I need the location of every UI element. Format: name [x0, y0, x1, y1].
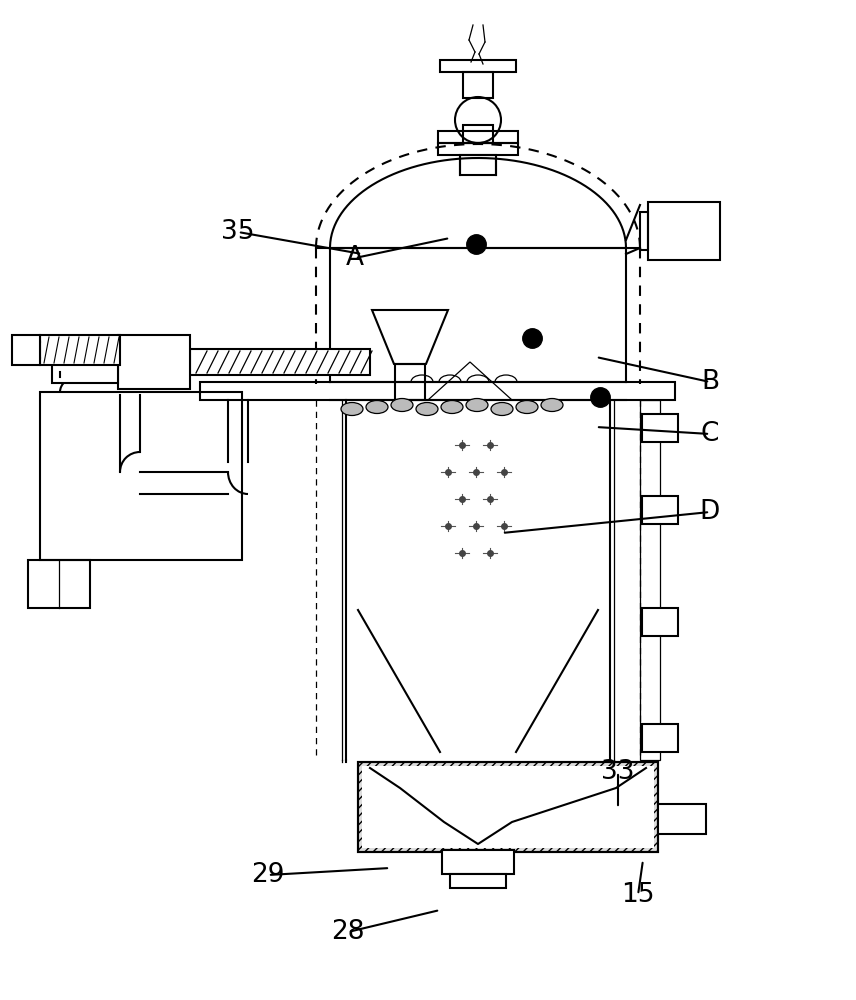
Bar: [28, 560, 90, 608]
Bar: [460, 155, 496, 175]
Text: A: A: [346, 245, 364, 271]
Bar: [642, 496, 678, 524]
Bar: [463, 125, 493, 143]
Ellipse shape: [366, 400, 388, 414]
Ellipse shape: [391, 398, 413, 412]
Text: 35: 35: [221, 219, 255, 245]
Text: B: B: [701, 369, 719, 395]
Bar: [640, 212, 648, 250]
Ellipse shape: [541, 398, 563, 412]
Bar: [648, 202, 720, 260]
Ellipse shape: [341, 402, 363, 416]
Text: 29: 29: [252, 862, 285, 888]
Bar: [640, 400, 660, 760]
Bar: [12, 335, 40, 365]
Text: 33: 33: [601, 759, 635, 785]
Bar: [450, 874, 506, 888]
Polygon shape: [372, 310, 448, 364]
Bar: [200, 382, 675, 400]
Bar: [118, 335, 190, 389]
Bar: [463, 72, 493, 98]
Bar: [442, 850, 514, 874]
Bar: [642, 414, 678, 442]
Bar: [190, 349, 370, 375]
Bar: [440, 60, 516, 72]
Text: C: C: [701, 421, 719, 447]
Ellipse shape: [416, 402, 438, 416]
Bar: [642, 724, 678, 752]
Ellipse shape: [491, 402, 513, 416]
Bar: [362, 766, 654, 848]
Bar: [438, 143, 518, 155]
Text: 15: 15: [621, 882, 655, 908]
Ellipse shape: [466, 398, 488, 412]
Bar: [358, 762, 658, 852]
Bar: [40, 335, 120, 365]
Bar: [52, 341, 118, 383]
Ellipse shape: [441, 400, 463, 414]
Bar: [40, 392, 242, 560]
Bar: [358, 762, 658, 852]
Text: 28: 28: [331, 919, 365, 945]
Bar: [658, 804, 706, 834]
Text: D: D: [700, 499, 720, 525]
Ellipse shape: [516, 400, 538, 414]
Bar: [438, 131, 518, 143]
Bar: [395, 364, 425, 400]
Bar: [642, 608, 678, 636]
